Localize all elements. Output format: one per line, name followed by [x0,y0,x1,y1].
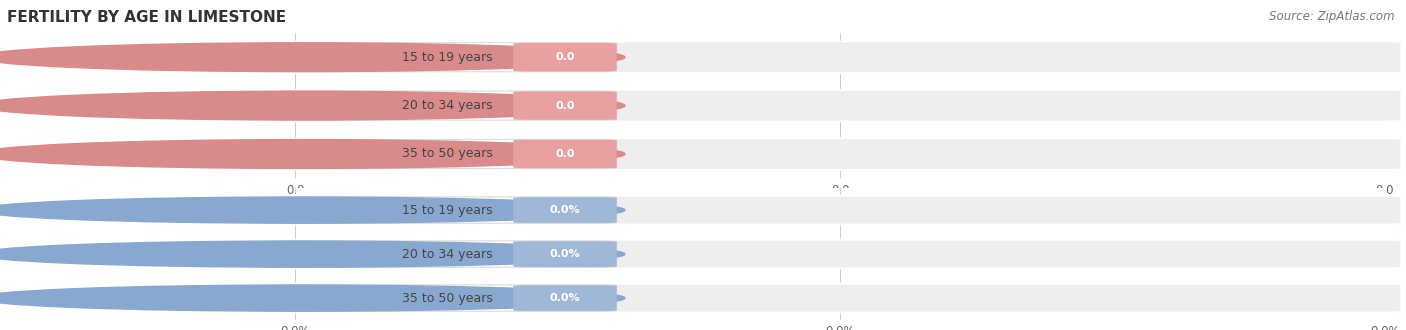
FancyBboxPatch shape [273,241,617,267]
Text: 0.0: 0.0 [285,184,305,197]
Circle shape [0,241,626,267]
FancyBboxPatch shape [278,196,1402,224]
FancyBboxPatch shape [513,197,617,223]
Text: 0.0%: 0.0% [550,293,581,303]
Circle shape [0,43,626,72]
FancyBboxPatch shape [278,138,1402,170]
FancyBboxPatch shape [273,43,617,72]
Text: 0.0%: 0.0% [825,325,855,330]
Circle shape [0,285,626,311]
FancyBboxPatch shape [513,140,617,168]
FancyBboxPatch shape [513,43,617,72]
Text: 0.0: 0.0 [831,184,849,197]
Text: 35 to 50 years: 35 to 50 years [402,292,494,305]
Text: 0.0: 0.0 [1375,184,1395,197]
Circle shape [0,91,626,120]
FancyBboxPatch shape [513,91,617,120]
Text: 0.0: 0.0 [555,52,575,62]
Circle shape [0,140,626,168]
Text: 0.0%: 0.0% [280,325,311,330]
Text: 0.0: 0.0 [555,149,575,159]
Text: 35 to 50 years: 35 to 50 years [402,148,494,160]
Text: Source: ZipAtlas.com: Source: ZipAtlas.com [1270,10,1395,23]
Text: 0.0%: 0.0% [550,205,581,215]
FancyBboxPatch shape [273,91,617,120]
Circle shape [0,197,626,223]
Text: 20 to 34 years: 20 to 34 years [402,248,494,261]
Text: 0.0: 0.0 [555,101,575,111]
FancyBboxPatch shape [278,240,1402,268]
FancyBboxPatch shape [513,241,617,267]
FancyBboxPatch shape [273,140,617,169]
Text: 15 to 19 years: 15 to 19 years [402,51,494,64]
FancyBboxPatch shape [278,284,1402,313]
FancyBboxPatch shape [278,90,1402,121]
Text: 20 to 34 years: 20 to 34 years [402,99,494,112]
Text: 15 to 19 years: 15 to 19 years [402,204,494,216]
FancyBboxPatch shape [273,285,617,311]
Text: FERTILITY BY AGE IN LIMESTONE: FERTILITY BY AGE IN LIMESTONE [7,10,287,25]
FancyBboxPatch shape [273,197,617,223]
Text: 0.0%: 0.0% [550,249,581,259]
FancyBboxPatch shape [513,285,617,311]
FancyBboxPatch shape [278,42,1402,73]
Text: 0.0%: 0.0% [1369,325,1400,330]
